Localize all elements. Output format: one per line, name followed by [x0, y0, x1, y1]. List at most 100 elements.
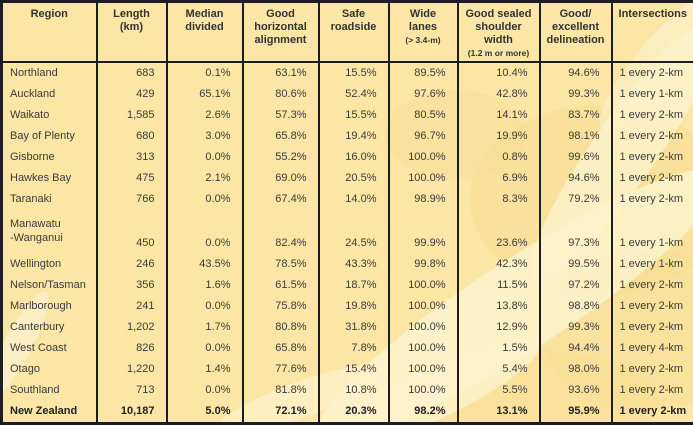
value-cell-alignment: 81.8%: [241, 379, 319, 401]
value-cell-roadside: 20.5%: [317, 167, 389, 189]
value-cell-length: 241: [95, 295, 167, 317]
value-cell-length: 826: [95, 337, 167, 359]
value-cell-length: 450: [95, 210, 167, 254]
value-cell-shoulder: 14.1%: [456, 104, 540, 126]
column-header-shoulder: Good sealed shoulder width (1.2 m or more): [456, 1, 540, 63]
value-cell-delineation: 95.9%: [538, 400, 612, 424]
table-row: West Coast 826 0.0% 65.8% 7.8% 100.0% 1.5% 94.4…: [2, 337, 693, 359]
region-cell: Canterbury: [10, 320, 65, 333]
value-cell-delineation: 93.6%: [538, 379, 612, 401]
value-cell-shoulder: 1.5%: [456, 337, 540, 359]
value-cell-alignment: 69.0%: [241, 167, 319, 189]
value-cell-alignment: 65.8%: [241, 125, 319, 147]
value-cell-roadside: 10.8%: [317, 379, 389, 401]
value-cell-length: 246: [95, 253, 167, 275]
value-cell-lanes: 80.5%: [387, 104, 458, 126]
value-cell-length: 683: [95, 61, 167, 84]
value-cell-intersections: 1 every 2-km: [610, 125, 693, 147]
value-cell-alignment: 55.2%: [241, 146, 319, 168]
value-cell-delineation: 98.8%: [538, 295, 612, 317]
value-cell-delineation: 79.2%: [538, 189, 612, 211]
column-header-region: Region: [1, 1, 97, 63]
region-cell: West Coast: [10, 342, 67, 355]
value-cell-lanes: 99.9%: [387, 210, 458, 254]
table-row: Southland 713 0.0% 81.8% 10.8% 100.0% 5.5% 93.6…: [2, 379, 693, 401]
region-cell: Wellington: [10, 257, 62, 270]
value-cell-alignment: 80.6%: [241, 83, 319, 105]
value-cell-intersections: 1 every 2-km: [610, 379, 693, 401]
value-cell-roadside: 18.7%: [317, 274, 389, 296]
column-header-label: Intersections: [618, 8, 687, 20]
value-cell-median: 0.0%: [165, 337, 243, 359]
value-cell-shoulder: 6.9%: [456, 167, 540, 189]
column-header-sublabel: (> 3.4-m): [405, 34, 441, 45]
region-cell: Marlborough: [10, 299, 72, 312]
value-cell-shoulder: 12.9%: [456, 316, 540, 338]
value-cell-alignment: 75.8%: [241, 295, 319, 317]
value-cell-roadside: 15.4%: [317, 358, 389, 380]
table-row: Bay of Plenty 680 3.0% 65.8% 19.4% 96.7% 19.9%…: [2, 125, 693, 147]
value-cell-intersections: 1 every 2-km: [610, 104, 693, 126]
value-cell-shoulder: 5.5%: [456, 379, 540, 401]
value-cell-intersections: 1 every 4-km: [610, 337, 693, 359]
value-cell-lanes: 100.0%: [387, 316, 458, 338]
value-cell-shoulder: 23.6%: [456, 210, 540, 254]
table-row: Waikato 1,585 2.6% 57.3% 15.5% 80.5% 14.1% 83.7…: [2, 104, 693, 126]
value-cell-lanes: 100.0%: [387, 274, 458, 296]
value-cell-lanes: 98.9%: [387, 189, 458, 211]
table-row: Wellington 246 43.5% 78.5% 43.3% 99.8% 42.3% 99…: [2, 253, 693, 275]
value-cell-alignment: 72.1%: [241, 400, 319, 424]
value-cell-median: 0.0%: [165, 379, 243, 401]
table-row: Canterbury 1,202 1.7% 80.8% 31.8% 100.0% 12.9%…: [2, 316, 693, 338]
column-header-intersections: Intersections: [610, 1, 693, 63]
value-cell-shoulder: 42.3%: [456, 253, 540, 275]
value-cell-roadside: 52.4%: [317, 83, 389, 105]
value-cell-shoulder: 11.5%: [456, 274, 540, 296]
table-row: Hawkes Bay 475 2.1% 69.0% 20.5% 100.0% 6.9% 94.…: [2, 167, 693, 189]
value-cell-delineation: 99.6%: [538, 146, 612, 168]
value-cell-delineation: 94.6%: [538, 61, 612, 84]
column-header-label: Safe roadside: [330, 8, 377, 33]
value-cell-shoulder: 42.8%: [456, 83, 540, 105]
region-cell: Gisborne: [10, 151, 55, 164]
value-cell-shoulder: 19.9%: [456, 125, 540, 147]
value-cell-shoulder: 13.1%: [456, 400, 540, 424]
value-cell-intersections: 1 every 1-km: [610, 210, 693, 254]
value-cell-alignment: 82.4%: [241, 210, 319, 254]
value-cell-intersections: 1 every 2-km: [610, 400, 693, 424]
table-row: Northland 683 0.1% 63.1% 15.5% 89.5% 10.4% 94.6…: [2, 61, 693, 84]
value-cell-median: 3.0%: [165, 125, 243, 147]
value-cell-length: 766: [95, 189, 167, 211]
region-cell: Waikato: [10, 109, 50, 122]
value-cell-shoulder: 0.8%: [456, 146, 540, 168]
table-row: Auckland 429 65.1% 80.6% 52.4% 97.6% 42.8% 99.3…: [2, 83, 693, 105]
region-cell: New Zealand: [10, 405, 78, 418]
table-row: Marlborough 241 0.0% 75.8% 19.8% 100.0% 13.8% 9…: [2, 295, 693, 317]
value-cell-roadside: 20.3%: [317, 400, 389, 424]
value-cell-median: 1.7%: [165, 316, 243, 338]
value-cell-median: 1.6%: [165, 274, 243, 296]
value-cell-roadside: 15.5%: [317, 104, 389, 126]
column-header-label: Wide lanes: [408, 8, 438, 33]
value-cell-length: 1,585: [95, 104, 167, 126]
value-cell-alignment: 67.4%: [241, 189, 319, 211]
value-cell-delineation: 98.1%: [538, 125, 612, 147]
value-cell-delineation: 99.3%: [538, 316, 612, 338]
value-cell-median: 5.0%: [165, 400, 243, 424]
table-row: Taranaki 766 0.0% 67.4% 14.0% 98.9% 8.3% 79.2% 1…: [2, 189, 693, 211]
value-cell-shoulder: 5.4%: [456, 358, 540, 380]
value-cell-lanes: 100.0%: [387, 337, 458, 359]
value-cell-roadside: 14.0%: [317, 189, 389, 211]
table-row: Manawatu -Wanganui 450 0.0% 82.4% 24.5% 99.9% 2…: [2, 210, 693, 254]
value-cell-intersections: 1 every 2-km: [610, 358, 693, 380]
value-cell-intersections: 1 every 1-km: [610, 253, 693, 275]
region-cell: Otago: [10, 363, 40, 376]
value-cell-delineation: 94.4%: [538, 337, 612, 359]
column-header-alignment: Good horizontal alignment: [241, 1, 319, 63]
value-cell-delineation: 83.7%: [538, 104, 612, 126]
column-header-lanes: Wide lanes (> 3.4-m): [387, 1, 458, 63]
column-header-delineation: Good/excellent delineation: [538, 1, 612, 63]
value-cell-median: 0.0%: [165, 210, 243, 254]
value-cell-shoulder: 10.4%: [456, 61, 540, 84]
